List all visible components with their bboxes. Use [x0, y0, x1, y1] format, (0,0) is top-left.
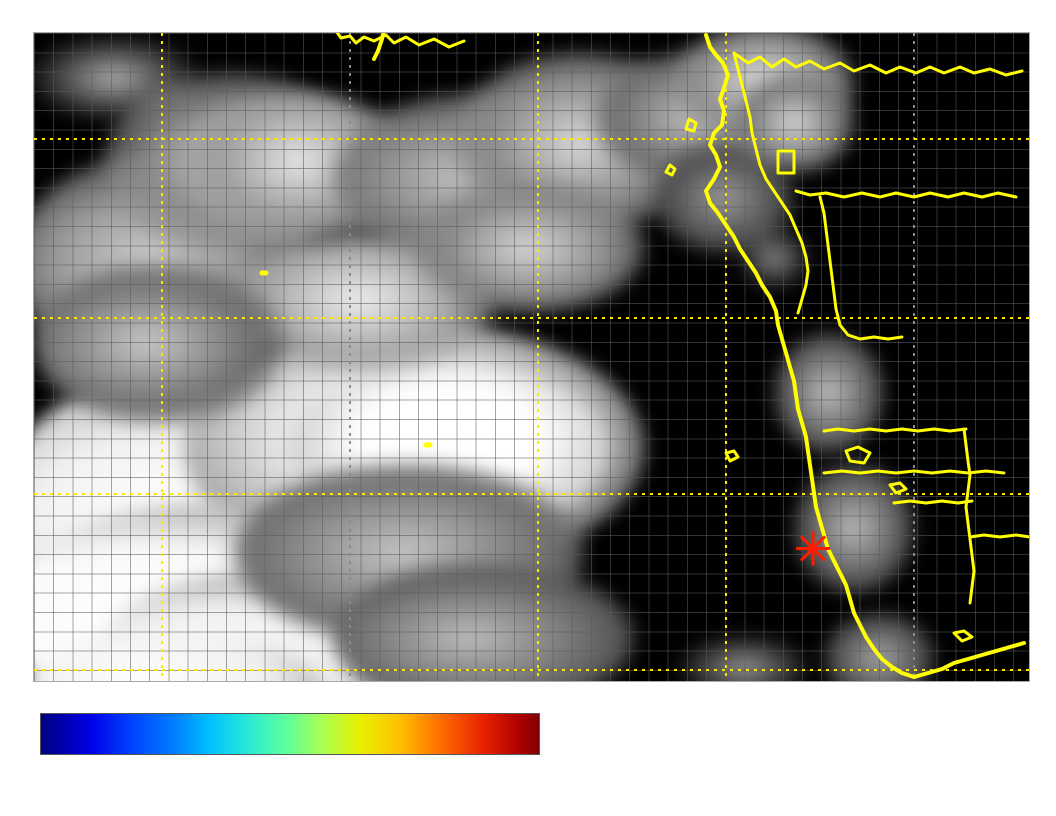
graticule-lat-minus10: [34, 317, 1029, 319]
graticule-lat-minus20: [34, 493, 1029, 495]
graticule-lat-minus27: [34, 669, 1029, 671]
map-canvas: [34, 33, 1029, 681]
graticule-lon-minus10: [349, 33, 351, 681]
graticule-lon-20: [913, 33, 915, 681]
graticule-lon-minus20: [161, 33, 163, 681]
graticule-lon-10: [725, 33, 727, 681]
colorbar: [40, 713, 540, 755]
wind-barb-field: [34, 33, 1030, 682]
graticule-lon-0: [537, 33, 539, 681]
map-plot-area[interactable]: [33, 32, 1030, 682]
graticule-lat-0: [34, 138, 1029, 140]
coastline-overlay: [259, 33, 1029, 679]
